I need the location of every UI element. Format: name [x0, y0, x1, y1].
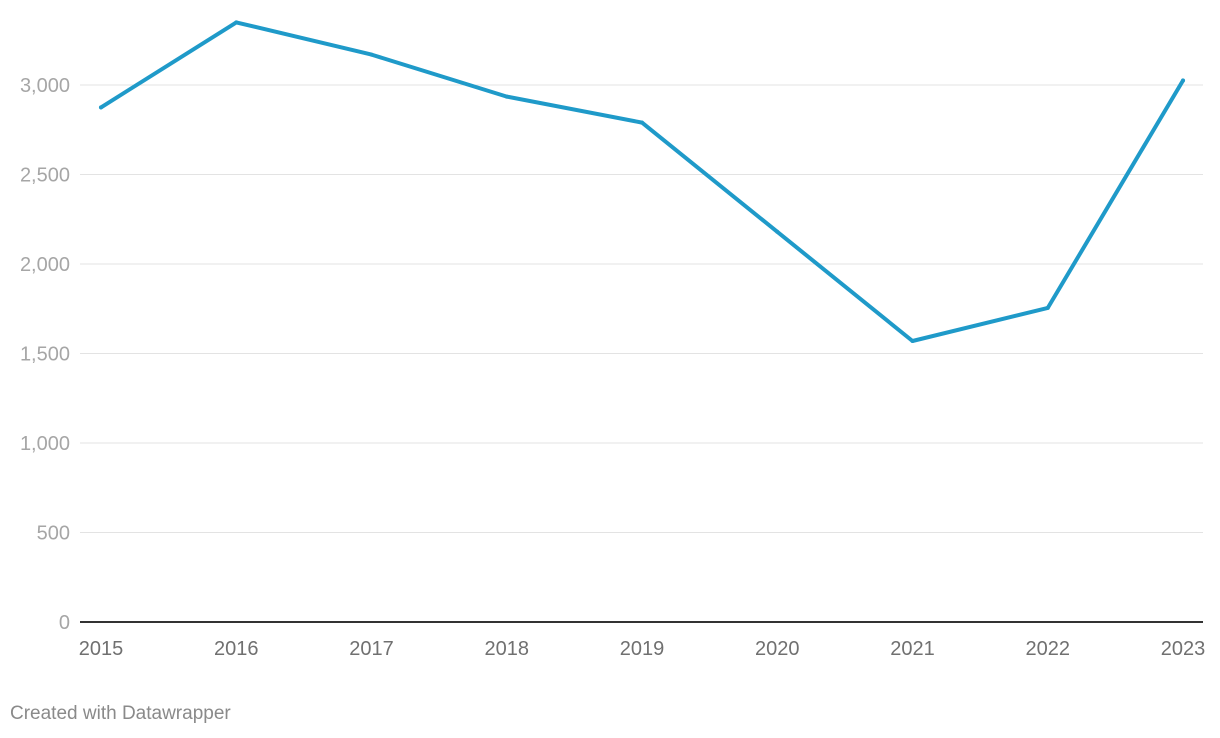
y-tick-label: 3,000 [20, 75, 70, 97]
y-tick-label: 500 [37, 523, 70, 545]
y-tick-label: 1,500 [20, 344, 70, 366]
series-line [99, 20, 1185, 343]
y-axis-ticks: 0 500 1,000 1,500 2,000 2,500 3,000 [20, 75, 70, 634]
data-point [1181, 78, 1185, 83]
y-tick-label: 1,000 [20, 433, 70, 455]
x-tick-label: 2019 [620, 638, 665, 660]
x-tick-label: 2018 [485, 638, 530, 660]
credit-text: Created with Datawrapper [10, 703, 231, 724]
x-tick-label: 2022 [1026, 638, 1071, 660]
x-tick-label: 2016 [214, 638, 259, 660]
x-tick-label: 2015 [79, 638, 124, 660]
gridlines [80, 84, 1203, 623]
x-tick-label: 2017 [349, 638, 394, 660]
data-point [1045, 305, 1050, 310]
x-tick-label: 2023 [1161, 638, 1206, 660]
data-point [369, 52, 374, 57]
data-point [910, 338, 915, 343]
y-tick-label: 2,000 [20, 254, 70, 276]
y-tick-label: 0 [59, 612, 70, 634]
data-point [99, 105, 103, 110]
data-point [504, 94, 509, 99]
x-tick-label: 2021 [890, 638, 935, 660]
x-axis-ticks: 2015 2016 2017 2018 2019 2020 2021 2022 2023 [79, 638, 1206, 660]
y-tick-label: 2,500 [20, 165, 70, 187]
data-point [640, 120, 644, 125]
data-point [775, 229, 780, 234]
x-tick-label: 2020 [755, 638, 800, 660]
data-point [234, 20, 239, 25]
series-layer [99, 20, 1185, 343]
